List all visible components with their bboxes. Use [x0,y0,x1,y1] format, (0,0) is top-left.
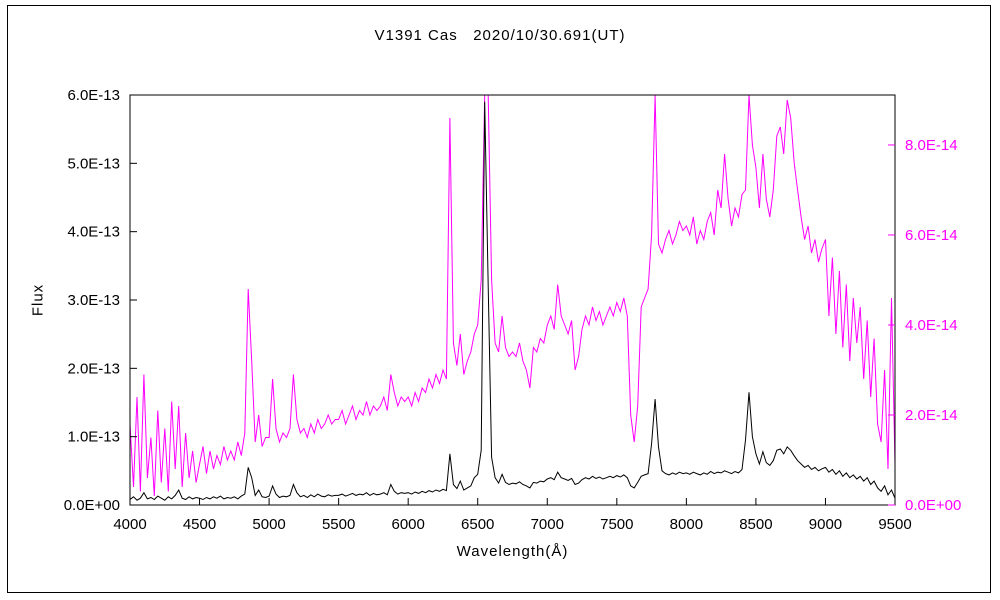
right-axis-tick-label: 4.0E-14 [905,317,958,334]
x-axis-tick-label: 5500 [322,516,355,533]
chart-title: V1391 Cas 2020/10/30.691(UT) [374,27,626,44]
right-axis-tick-label: 6.0E-14 [905,227,958,244]
x-axis-tick-label: 6500 [461,516,494,533]
x-axis-label: Wavelength(Å) [456,543,569,560]
x-axis-tick-label: 4500 [183,516,216,533]
left-axis-tick-label: 4.0E-13 [67,224,120,241]
x-axis-tick-label: 6000 [391,516,424,533]
left-axis-tick-label: 5.0E-13 [67,155,120,172]
left-axis-tick-label: 1.0E-13 [67,429,120,446]
spectrum-black-left-scale [129,101,896,501]
left-axis-tick-label: 3.0E-13 [67,292,120,309]
spectrum-magenta-right-scale [129,94,896,497]
x-axis-tick-label: 8500 [739,516,772,533]
left-axis-tick-label: 2.0E-13 [67,360,120,377]
x-axis-tick-label: 9000 [809,516,842,533]
x-axis-tick-label: 4000 [113,516,146,533]
y-axis-label: Flux [29,283,47,317]
right-axis-tick-label: 8.0E-14 [905,137,958,154]
x-axis-tick-label: 5000 [252,516,285,533]
x-axis-tick-label: 9500 [878,516,911,533]
right-axis-tick-label: 0.0E+00 [905,497,961,514]
right-axis-tick-label: 2.0E-14 [905,407,958,424]
plot-frame [129,94,896,506]
figure-border [7,5,991,593]
left-axis-tick-label: 6.0E-13 [67,87,120,104]
x-axis-tick-label: 7500 [600,516,633,533]
x-axis-tick-label: 7000 [531,516,564,533]
left-axis-tick-label: 0.0E+00 [64,497,120,514]
x-axis-tick-label: 8000 [670,516,703,533]
